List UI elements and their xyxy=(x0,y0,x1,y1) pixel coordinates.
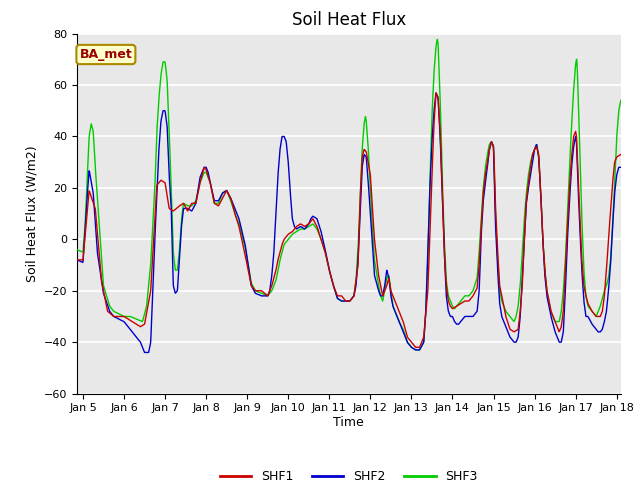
Text: BA_met: BA_met xyxy=(79,48,132,61)
Legend: SHF1, SHF2, SHF3: SHF1, SHF2, SHF3 xyxy=(214,465,483,480)
X-axis label: Time: Time xyxy=(333,416,364,429)
Y-axis label: Soil Heat Flux (W/m2): Soil Heat Flux (W/m2) xyxy=(25,145,38,282)
Title: Soil Heat Flux: Soil Heat Flux xyxy=(292,11,406,29)
